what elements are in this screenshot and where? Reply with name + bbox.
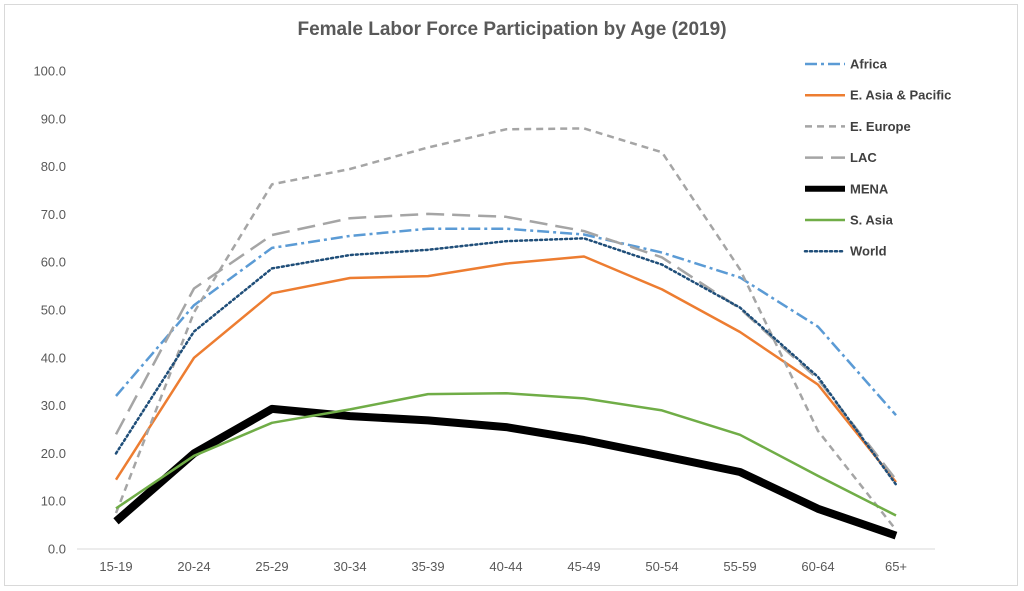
x-tick-label-3: 30-34 bbox=[333, 559, 366, 574]
legend-label-lac: LAC bbox=[850, 150, 877, 165]
series-line-world bbox=[114, 237, 898, 486]
x-tick-label-4: 35-39 bbox=[411, 559, 444, 574]
y-tick-label-10: 100.0 bbox=[33, 64, 66, 79]
y-tick-label-7: 70.0 bbox=[41, 207, 66, 222]
series-line-mena bbox=[113, 404, 898, 540]
y-tick-label-5: 50.0 bbox=[41, 303, 66, 318]
legend-label-mena: MENA bbox=[850, 181, 889, 196]
legend-label-e-asia-pacific: E. Asia & Pacific bbox=[850, 88, 951, 103]
y-tick-label-2: 20.0 bbox=[41, 446, 66, 461]
series-line-e-asia-pacific bbox=[114, 255, 897, 483]
x-tick-label-8: 55-59 bbox=[723, 559, 756, 574]
y-tick-label-9: 90.0 bbox=[41, 111, 66, 126]
y-tick-label-8: 80.0 bbox=[41, 159, 66, 174]
series-lines bbox=[113, 127, 898, 540]
x-tick-label-2: 25-29 bbox=[255, 559, 288, 574]
legend-label-s-asia: S. Asia bbox=[850, 213, 894, 228]
x-tick-label-5: 40-44 bbox=[489, 559, 522, 574]
legend: Africa E. Asia & Pacific E. Europe LAC MENA S… bbox=[803, 57, 951, 259]
series-line-e-europe bbox=[114, 127, 897, 531]
y-tick-label-1: 10.0 bbox=[41, 494, 66, 509]
y-tick-label-4: 40.0 bbox=[41, 350, 66, 365]
x-tick-label-10: 65+ bbox=[885, 559, 907, 574]
x-tick-label-7: 50-54 bbox=[645, 559, 678, 574]
x-tick-label-0: 15-19 bbox=[99, 559, 132, 574]
legend-label-e-europe: E. Europe bbox=[850, 119, 911, 134]
x-tick-label-6: 45-49 bbox=[567, 559, 600, 574]
chart-frame bbox=[4, 4, 1018, 586]
x-tick-label-1: 20-24 bbox=[177, 559, 210, 574]
x-tick-label-9: 60-64 bbox=[801, 559, 834, 574]
legend-label-world: World bbox=[850, 244, 887, 259]
chart-title: Female Labor Force Participation by Age … bbox=[297, 19, 726, 40]
y-tick-label-6: 60.0 bbox=[41, 255, 66, 270]
legend-label-africa: Africa bbox=[850, 57, 888, 72]
y-tick-label-3: 30.0 bbox=[41, 398, 66, 413]
series-line-africa bbox=[115, 227, 897, 417]
y-tick-label-0: 0.0 bbox=[48, 542, 66, 557]
series-line-s-asia bbox=[115, 391, 897, 517]
x-axis-ticks: 15-19 20-24 25-29 30-34 35-39 40-44 45-49 50-54… bbox=[99, 559, 907, 574]
y-axis-ticks: 0.0 10.0 20.0 30.0 40.0 50.0 60.0 70.0 80.0 90.0 1… bbox=[33, 64, 66, 557]
